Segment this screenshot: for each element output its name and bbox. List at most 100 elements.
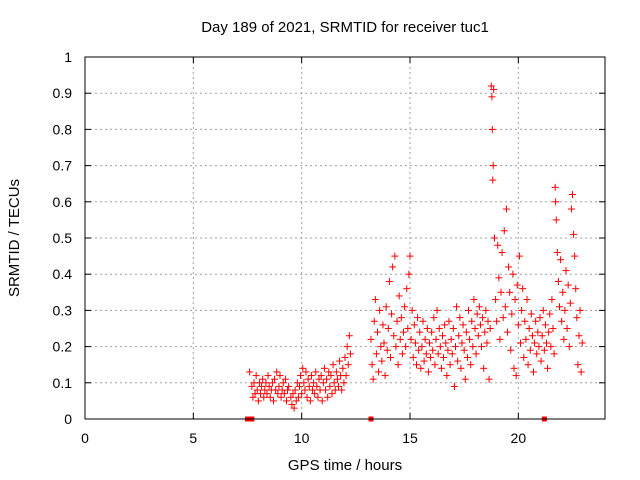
data-point (326, 382, 334, 390)
data-point (537, 357, 545, 365)
data-point (573, 314, 581, 322)
data-point (289, 390, 297, 398)
data-point (383, 346, 391, 354)
data-point (402, 343, 410, 351)
data-point (439, 332, 446, 340)
x-tick-label: 15 (402, 430, 418, 446)
data-point (418, 343, 426, 351)
data-point (294, 393, 302, 401)
data-point (459, 321, 467, 329)
data-point (457, 364, 465, 372)
data-point (381, 372, 389, 380)
data-point (263, 390, 271, 398)
data-point (498, 248, 506, 256)
data-point (527, 310, 535, 318)
data-point (447, 335, 455, 343)
data-point (431, 361, 439, 369)
x-tick-label: 20 (511, 430, 527, 446)
data-point (284, 386, 292, 394)
data-point (279, 379, 287, 387)
data-point (344, 361, 352, 369)
data-point (262, 379, 270, 387)
data-point (552, 198, 560, 206)
data-point (497, 288, 505, 296)
data-point (374, 328, 381, 336)
data-point (280, 390, 288, 398)
data-point (488, 125, 496, 133)
data-point (413, 361, 420, 369)
y-tick-label: 0.7 (53, 158, 73, 174)
data-point (271, 375, 279, 383)
data-point (441, 321, 449, 329)
data-point (442, 339, 450, 347)
data-point (401, 303, 409, 311)
data-point (478, 343, 485, 351)
data-point (433, 306, 441, 314)
data-point (577, 368, 585, 376)
data-point (411, 339, 419, 347)
data-point (318, 397, 326, 405)
data-point (253, 386, 261, 394)
data-point (264, 372, 272, 380)
data-point (538, 332, 546, 340)
data-point (397, 314, 405, 322)
data-point (287, 393, 295, 401)
data-point (523, 296, 531, 304)
data-point (430, 314, 438, 322)
data-point (481, 328, 489, 336)
data-point (556, 303, 563, 311)
data-point (312, 368, 320, 376)
y-tick-label: 0.9 (53, 85, 73, 101)
data-point (575, 332, 583, 340)
data-point (422, 350, 430, 358)
data-point (460, 346, 468, 354)
y-tick-label: 0.5 (53, 230, 73, 246)
data-point (468, 317, 476, 325)
data-point (489, 162, 497, 170)
data-point (525, 325, 533, 332)
data-point (572, 285, 580, 293)
data-point (427, 353, 435, 361)
data-point (298, 390, 306, 398)
data-point (266, 393, 274, 401)
data-point (482, 306, 490, 314)
data-point (342, 372, 350, 380)
data-point (463, 353, 471, 361)
data-point (524, 361, 532, 369)
data-point (510, 364, 518, 372)
data-point (325, 368, 333, 376)
data-point (323, 375, 331, 383)
data-point (327, 372, 335, 380)
data-point (452, 343, 459, 351)
data-point (557, 256, 565, 264)
data-point (559, 288, 567, 296)
data-point (455, 332, 463, 340)
data-point (421, 335, 429, 343)
data-point (408, 306, 416, 314)
data-point (515, 252, 523, 260)
data-point (276, 372, 284, 380)
data-point (547, 343, 555, 351)
data-point (499, 314, 507, 322)
data-point (261, 386, 269, 394)
data-point (406, 252, 414, 260)
data-point (511, 296, 519, 304)
data-point (571, 252, 579, 260)
y-axis-title: SRMTID / TECUs (6, 179, 23, 297)
data-point (471, 325, 479, 332)
data-point (306, 397, 314, 405)
data-point (317, 372, 325, 380)
data-point (368, 361, 376, 369)
data-point (319, 379, 327, 387)
data-point (304, 375, 312, 383)
data-point (505, 263, 513, 271)
data-point (303, 393, 311, 401)
data-point (415, 346, 423, 354)
data-point (543, 339, 550, 347)
data-point (490, 86, 498, 94)
data-point (567, 205, 575, 213)
data-point (372, 350, 380, 358)
data-point (562, 267, 570, 275)
data-point (313, 382, 321, 390)
